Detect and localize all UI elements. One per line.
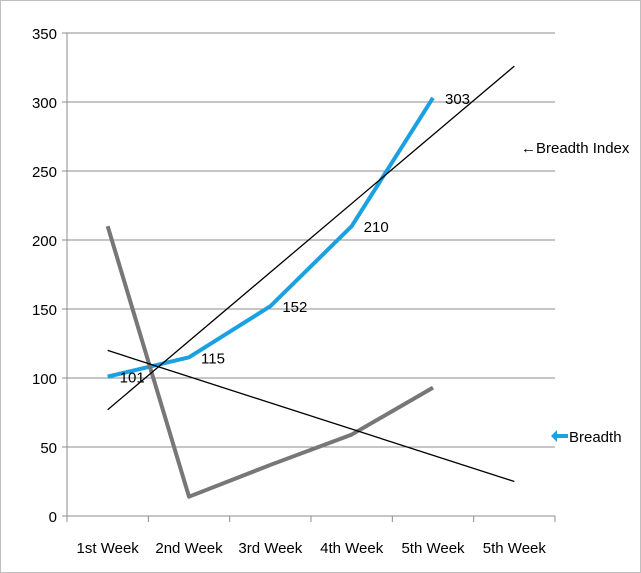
gridlines [67,32,555,448]
trendline-breadth-index [107,65,515,411]
legend: ←Breadth Index Breadth [521,140,630,446]
series-line-breadth [105,225,434,499]
y-tick-label: 50 [40,440,57,457]
data-label: 303 [445,91,470,108]
series-line-breadth-index [107,96,435,379]
x-axis-ticks: 1st Week 2nd Week 3rd Week 4th Week 5th Week… [66,516,556,557]
data-labels: 101 115 152 210 303 [120,91,470,387]
data-label: 152 [282,299,307,316]
trendlines [107,65,515,483]
y-tick-label: 100 [32,371,57,388]
legend-item-breadth-index: ←Breadth Index [521,140,630,157]
y-tick-label: 250 [32,164,57,181]
series-lines [105,96,435,499]
x-tick-label: 1st Week [77,540,140,557]
y-tick-label: 150 [32,302,57,319]
left-arrow-icon [551,430,568,442]
y-tick-label: 0 [49,509,57,526]
x-tick-label: 5th Week [483,540,547,557]
data-label: 101 [120,370,145,387]
y-tick-label: 300 [32,95,57,112]
y-axis-ticks: 0 50 100 150 200 250 300 350 [32,26,67,526]
legend-item-breadth: Breadth [569,429,622,446]
y-tick-label: 200 [32,233,57,250]
x-tick-label: 4th Week [320,540,384,557]
x-tick-label: 5th Week [401,540,465,557]
trendline-breadth [107,349,515,483]
x-tick-label: 2nd Week [155,540,223,557]
x-tick-label: 3rd Week [238,540,302,557]
data-label: 210 [364,219,389,236]
axes [66,33,555,517]
data-label: 115 [201,350,225,367]
y-tick-label: 350 [32,26,57,43]
